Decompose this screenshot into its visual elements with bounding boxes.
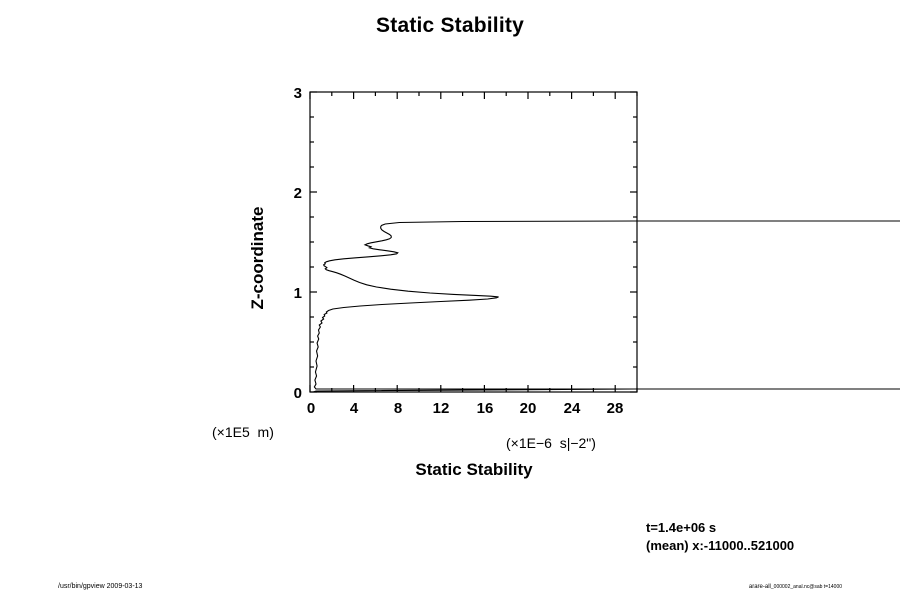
xaxis-title: Static Stability — [415, 460, 533, 479]
data-series — [313, 220, 638, 393]
xtick-label: 20 — [519, 400, 537, 417]
xtick-label: 24 — [563, 400, 581, 417]
footer-command: /usr/bin/gpview 2009-03-13 — [58, 583, 143, 590]
footer-dataset-detail: _000002_anal.nc@sab t=14000 — [770, 584, 842, 590]
axis-ticks — [309, 91, 638, 393]
ytick-label: 0 — [293, 385, 302, 402]
annotation-mean-range: (mean) x:-11000..521000 — [646, 538, 795, 553]
ytick-label: 1 — [293, 285, 302, 302]
plot-frame — [309, 91, 638, 393]
xtick-label: 12 — [432, 400, 450, 417]
yaxis-title: Z-coordinate — [248, 206, 267, 310]
xtick-label: 8 — [393, 400, 403, 417]
ytick-label: 2 — [293, 185, 302, 202]
series-line-0 — [313, 220, 638, 393]
footer-dataset-name: arare-all — [748, 584, 771, 590]
xaxis-unit-label: (×1E−6 s|−2") — [506, 435, 596, 451]
page-title: Static Stability — [376, 14, 524, 37]
ytick-label: 3 — [293, 85, 302, 102]
xtick-label: 16 — [476, 400, 494, 417]
xtick-label: 28 — [606, 400, 624, 417]
xtick-label: 4 — [349, 400, 359, 417]
annotation-time: t=1.4e+06 s — [646, 520, 717, 535]
overflow-lines — [637, 220, 900, 390]
xtick-label: 0 — [306, 400, 316, 417]
footer-dataset: arare-all_000002_anal.nc@sab t=14000 — [749, 584, 842, 590]
yaxis-unit-label: (×1E5 m) — [212, 424, 274, 440]
